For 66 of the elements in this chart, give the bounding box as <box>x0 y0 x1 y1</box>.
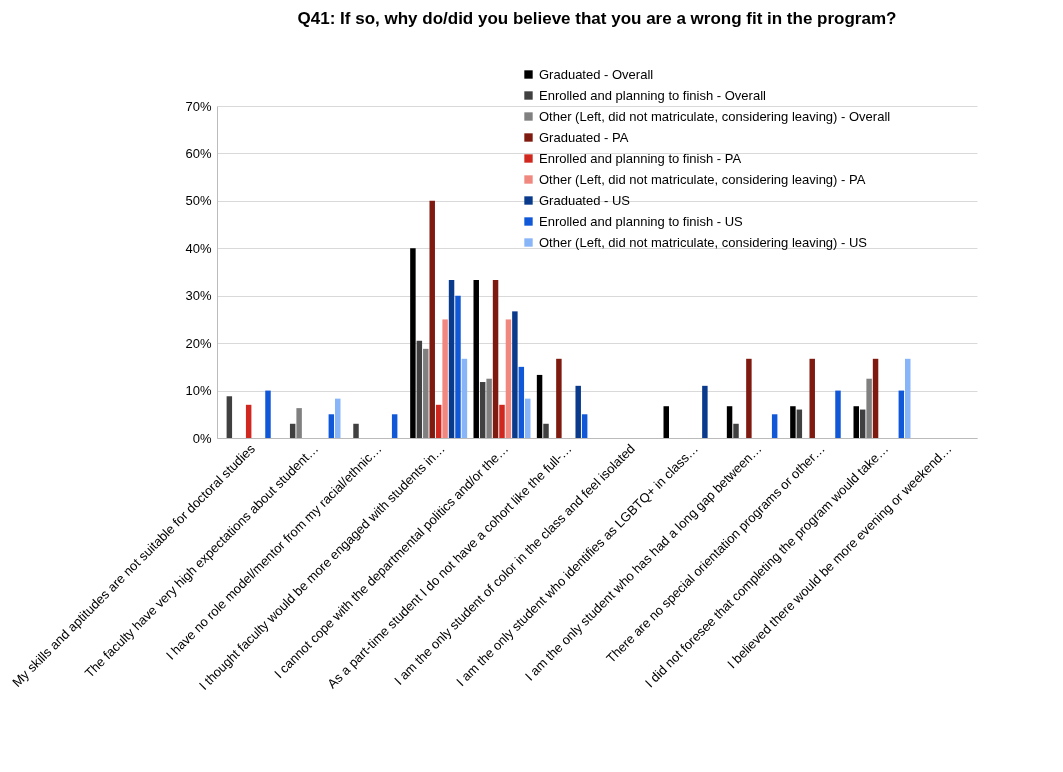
bar <box>289 423 296 438</box>
bar <box>353 423 359 438</box>
bar <box>455 295 461 438</box>
bar <box>410 248 416 438</box>
bar <box>663 406 669 438</box>
bar <box>771 414 778 438</box>
chart-title: Q41: If so, why do/did you believe that you are a wrong fit in the program? <box>297 9 897 28</box>
bar <box>505 319 512 438</box>
bar <box>442 319 448 438</box>
bar <box>512 311 518 438</box>
legend-label: Graduated - US <box>539 192 631 208</box>
y-tick-label: 30% <box>185 288 212 304</box>
legend-label: Other (Left, did not matriculate, considering leaving) - Overall <box>539 108 891 124</box>
y-tick-label: 50% <box>185 193 212 209</box>
bar <box>461 358 468 438</box>
y-tick-label: 40% <box>185 240 212 256</box>
bar <box>581 414 588 438</box>
bar <box>423 348 429 438</box>
bar <box>796 409 803 438</box>
bar <box>853 406 859 438</box>
y-tick-label: 20% <box>185 335 212 351</box>
legend-label: Other (Left, did not matriculate, considering leaving) - PA <box>539 171 866 187</box>
bar <box>296 408 302 438</box>
bar <box>866 378 872 438</box>
bar <box>499 404 505 438</box>
bar <box>726 406 733 438</box>
bar <box>809 358 815 438</box>
bar <box>473 280 479 438</box>
bar <box>835 390 841 438</box>
bar <box>518 366 525 438</box>
bar <box>245 404 252 438</box>
bar <box>898 390 905 438</box>
y-tick-label: 0% <box>192 430 212 446</box>
bar <box>435 404 442 438</box>
legend-label: Graduated - PA <box>539 129 629 145</box>
bar <box>265 390 271 438</box>
bar <box>575 385 581 438</box>
legend-label: Graduated - Overall <box>539 66 654 82</box>
bar <box>479 382 486 438</box>
bar <box>905 358 911 438</box>
bar <box>556 358 562 438</box>
bar <box>543 423 549 438</box>
bar <box>492 280 499 438</box>
bar <box>872 358 879 438</box>
bar <box>416 340 423 438</box>
bar <box>702 385 708 438</box>
bar <box>335 398 341 438</box>
legend-label: Other (Left, did not matriculate, considering leaving) - US <box>539 234 868 250</box>
bar <box>391 414 398 438</box>
y-tick-label: 70% <box>185 98 212 114</box>
bar <box>536 374 543 438</box>
legend-label: Enrolled and planning to finish - PA <box>539 150 742 166</box>
bar <box>226 396 233 438</box>
bar <box>486 378 492 438</box>
y-tick-label: 10% <box>185 383 212 399</box>
bar <box>733 423 739 438</box>
bar <box>525 398 531 438</box>
bar <box>328 414 335 438</box>
bar <box>746 358 752 438</box>
y-tick-label: 60% <box>185 145 212 161</box>
bar <box>790 406 796 438</box>
legend-label: Enrolled and planning to finish - Overall <box>539 87 767 103</box>
bar <box>429 200 435 438</box>
bar <box>859 409 866 438</box>
bar <box>448 280 455 438</box>
legend-label: Enrolled and planning to finish - US <box>539 213 744 229</box>
